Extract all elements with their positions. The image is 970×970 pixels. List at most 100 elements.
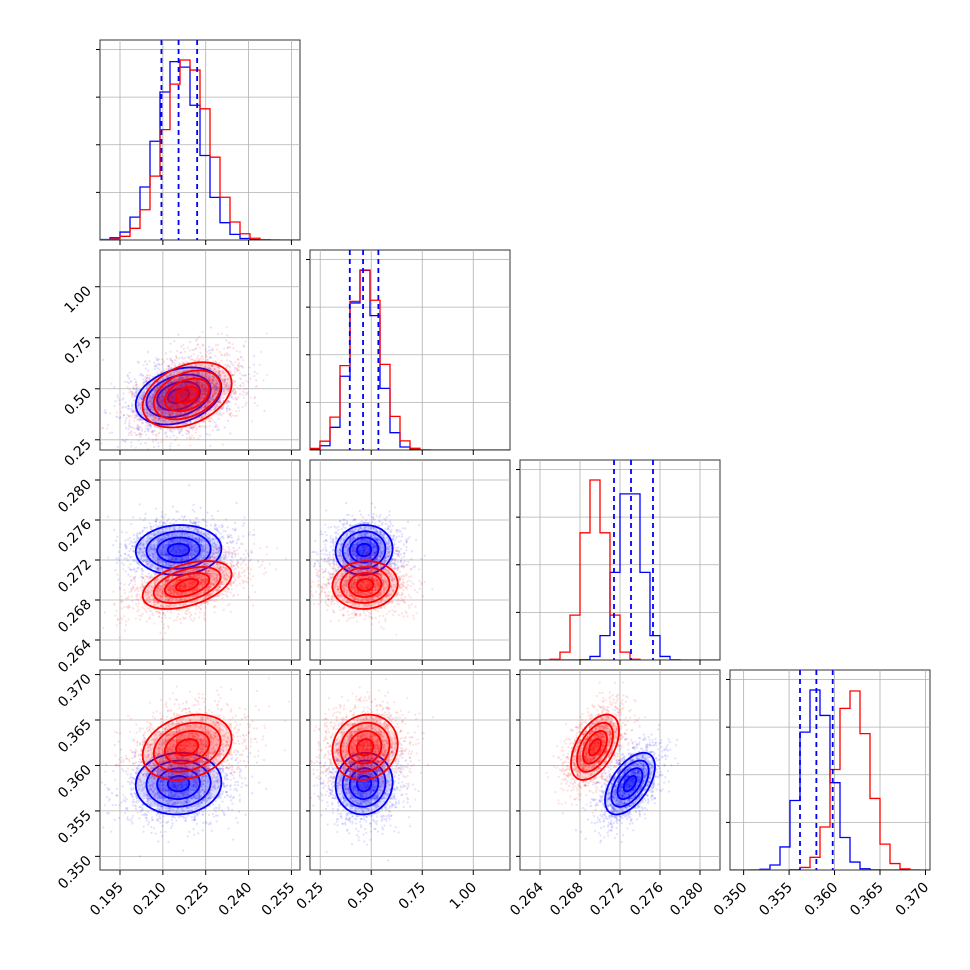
scatter-point-series-1 [141, 421, 145, 424]
scatter-point-series-1 [265, 553, 268, 556]
scatter-point-series-1 [191, 358, 194, 361]
scatter-point-series-0 [111, 544, 115, 547]
scatter-point-series-1 [131, 391, 134, 394]
scatter-point-series-0 [228, 401, 231, 404]
scatter-point-series-1 [246, 577, 250, 580]
scatter-point-series-0 [224, 374, 227, 377]
scatter-point-series-1 [226, 551, 229, 554]
scatter-point-series-0 [247, 554, 251, 557]
scatter-point-series-0 [187, 426, 191, 429]
scatter-point-series-1 [171, 412, 174, 415]
scatter-point-series-1 [149, 407, 152, 410]
scatter-point-series-1 [191, 403, 194, 406]
scatter-point-series-1 [119, 411, 123, 414]
scatter-point-series-0 [144, 408, 147, 411]
scatter-point-series-0 [146, 350, 150, 354]
scatter-point-series-1 [172, 373, 175, 376]
scatter-point-series-1 [185, 384, 188, 387]
scatter-point-series-0 [162, 376, 165, 379]
scatter-point-series-0 [156, 381, 159, 384]
scatter-point-series-0 [211, 395, 214, 399]
scatter-point-series-1 [180, 428, 183, 431]
scatter-point-series-0 [104, 411, 108, 414]
scatter-point-series-1 [211, 386, 214, 389]
scatter-point-series-1 [150, 400, 153, 403]
scatter-point-series-1 [182, 361, 185, 364]
scatter-point-series-0 [198, 372, 201, 376]
scatter-point-series-0 [168, 412, 171, 415]
scatter-point-series-1 [186, 414, 189, 417]
scatter-point-series-1 [131, 392, 135, 395]
scatter-point-series-1 [214, 391, 217, 394]
scatter-point-series-1 [232, 347, 235, 350]
scatter-point-series-0 [130, 410, 133, 413]
scatter-point-series-1 [218, 374, 221, 377]
scatter-point-series-1 [156, 386, 159, 389]
scatter-point-series-0 [128, 536, 131, 540]
scatter-point-series-0 [213, 388, 216, 391]
scatter-point-series-0 [122, 392, 125, 395]
scatter-point-series-1 [184, 368, 188, 371]
scatter-point-series-0 [159, 409, 162, 412]
scatter-point-series-0 [113, 528, 116, 532]
scatter-point-series-1 [182, 343, 185, 347]
scatter-point-series-1 [198, 396, 201, 400]
scatter-point-series-1 [151, 393, 155, 396]
scatter-point-series-0 [141, 529, 145, 532]
scatter-point-series-1 [163, 388, 167, 391]
scatter-point-series-0 [214, 361, 218, 364]
scatter-point-series-1 [136, 385, 139, 389]
scatter-point-series-0 [206, 402, 209, 405]
scatter-point-series-0 [129, 547, 133, 551]
scatter-point-series-0 [151, 393, 154, 397]
scatter-point-series-1 [130, 392, 133, 396]
scatter-point-series-1 [163, 386, 166, 389]
scatter-point-series-0 [145, 421, 148, 424]
scatter-point-series-0 [149, 396, 152, 399]
scatter-point-series-0 [137, 403, 140, 407]
scatter-point-series-0 [208, 356, 211, 359]
scatter-point-series-0 [168, 428, 172, 432]
scatter-point-series-1 [201, 420, 204, 423]
scatter-point-series-0 [209, 444, 212, 448]
scatter-point-series-0 [131, 404, 134, 407]
scatter-point-series-1 [220, 390, 223, 393]
scatter-point-series-1 [225, 384, 228, 387]
scatter-point-series-0 [175, 519, 178, 523]
scatter-point-series-0 [149, 407, 152, 411]
scatter-point-series-0 [160, 403, 163, 407]
scatter-point-series-0 [232, 364, 235, 367]
scatter-point-series-1 [231, 343, 234, 346]
scatter-point-series-0 [146, 427, 149, 430]
scatter-point-series-1 [213, 611, 216, 614]
scatter-point-series-0 [151, 375, 154, 379]
scatter-point-series-0 [154, 520, 157, 523]
scatter-point-series-0 [124, 552, 127, 556]
scatter-point-series-1 [237, 362, 241, 365]
scatter-point-series-0 [138, 564, 141, 567]
scatter-point-series-1 [162, 626, 165, 629]
scatter-point-series-0 [178, 378, 181, 381]
scatter-point-series-1 [199, 425, 202, 428]
scatter-point-series-0 [197, 373, 200, 376]
scatter-point-series-0 [113, 386, 116, 389]
scatter-point-series-0 [140, 395, 143, 398]
scatter-point-series-1 [152, 433, 155, 436]
scatter-point-series-0 [236, 539, 239, 542]
scatter-point-series-0 [194, 402, 198, 405]
scatter-point-series-0 [169, 445, 172, 448]
scatter-point-series-0 [129, 431, 133, 434]
scatter-point-series-1 [186, 403, 190, 406]
scatter-point-series-1 [147, 448, 150, 450]
scatter-point-series-1 [240, 567, 243, 570]
scatter-point-series-0 [210, 382, 213, 385]
scatter-point-series-1 [241, 579, 244, 582]
scatter-point-series-0 [116, 396, 119, 399]
scatter-point-series-1 [190, 365, 193, 368]
scatter-point-series-0 [193, 510, 196, 513]
scatter-point-series-0 [141, 374, 144, 377]
scatter-point-series-0 [155, 365, 158, 368]
scatter-point-series-1 [148, 400, 152, 403]
scatter-point-series-0 [132, 410, 135, 414]
scatter-point-series-0 [161, 417, 164, 420]
